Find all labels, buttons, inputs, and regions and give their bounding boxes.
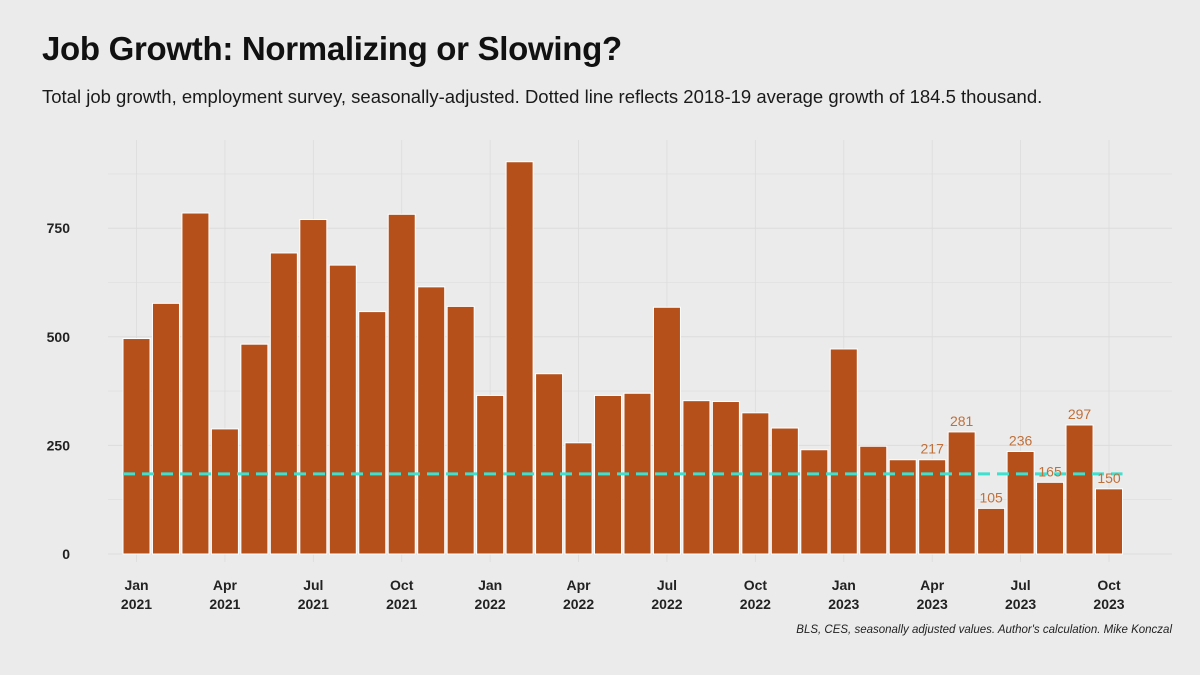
bar bbox=[328, 264, 357, 555]
x-axis-ticks: Jan 2021 Apr 2021 Jul 2021 Oct 2021 Jan 2022 Apr 20… bbox=[121, 577, 1125, 612]
bar bbox=[181, 212, 210, 555]
data-label: 150 bbox=[1097, 470, 1121, 486]
y-axis-ticks: 0 250 500 750 bbox=[47, 220, 71, 562]
x-tick-label-month: Jan bbox=[124, 577, 148, 593]
x-tick-label-month: Apr bbox=[213, 577, 238, 593]
data-label: 297 bbox=[1068, 406, 1092, 422]
bar bbox=[741, 412, 770, 555]
bar bbox=[1006, 450, 1035, 555]
bar bbox=[800, 449, 829, 555]
bar bbox=[358, 311, 387, 555]
bar bbox=[977, 507, 1006, 555]
data-label: 165 bbox=[1038, 463, 1062, 479]
bar bbox=[682, 400, 711, 555]
y-tick-label: 750 bbox=[47, 220, 71, 236]
bar bbox=[564, 442, 593, 555]
x-tick-label-month: Jul bbox=[1010, 577, 1030, 593]
y-tick-label: 0 bbox=[62, 546, 70, 562]
bar bbox=[918, 459, 947, 555]
bar bbox=[1065, 424, 1094, 555]
data-label: 105 bbox=[979, 489, 1003, 505]
bar bbox=[505, 161, 534, 555]
bar bbox=[210, 428, 239, 555]
x-tick-label-year: 2021 bbox=[298, 596, 329, 612]
chart-subtitle: Total job growth, employment survey, sea… bbox=[42, 86, 1043, 107]
bars bbox=[122, 161, 1124, 555]
bar bbox=[535, 373, 564, 555]
x-tick-label-month: Oct bbox=[744, 577, 768, 593]
x-tick-label-month: Oct bbox=[390, 577, 414, 593]
x-tick-label-year: 2021 bbox=[209, 596, 240, 612]
chart-title: Job Growth: Normalizing or Slowing? bbox=[42, 30, 622, 67]
bar bbox=[417, 286, 446, 555]
bar bbox=[387, 213, 416, 555]
x-tick-label-month: Jan bbox=[832, 577, 856, 593]
data-label: 281 bbox=[950, 413, 974, 429]
bar bbox=[711, 401, 740, 555]
bar bbox=[947, 431, 976, 555]
bar bbox=[1095, 488, 1124, 555]
x-tick-label-year: 2021 bbox=[121, 596, 152, 612]
bar bbox=[240, 343, 269, 555]
x-tick-label-year: 2023 bbox=[828, 596, 859, 612]
x-tick-label-year: 2022 bbox=[651, 596, 682, 612]
x-tick-label-month: Apr bbox=[566, 577, 591, 593]
x-tick-label-year: 2023 bbox=[1093, 596, 1124, 612]
data-label: 217 bbox=[921, 441, 945, 457]
x-tick-label-month: Jul bbox=[303, 577, 323, 593]
bar bbox=[888, 459, 917, 555]
x-tick-label-year: 2022 bbox=[563, 596, 594, 612]
bar bbox=[269, 252, 298, 555]
x-tick-label-year: 2023 bbox=[917, 596, 948, 612]
bar bbox=[829, 348, 858, 555]
y-tick-label: 500 bbox=[47, 329, 71, 345]
bar bbox=[122, 338, 151, 555]
x-tick-label-year: 2021 bbox=[386, 596, 417, 612]
x-tick-label-year: 2022 bbox=[740, 596, 771, 612]
bar bbox=[299, 219, 328, 555]
bar bbox=[652, 306, 681, 555]
x-tick-label-month: Jul bbox=[657, 577, 677, 593]
data-labels: 217 281 105 236 165 297 150 bbox=[921, 406, 1121, 505]
bar bbox=[859, 445, 888, 555]
x-tick-label-month: Oct bbox=[1097, 577, 1121, 593]
data-label: 236 bbox=[1009, 432, 1033, 448]
bar bbox=[151, 302, 180, 555]
y-tick-label: 250 bbox=[47, 437, 71, 453]
bar bbox=[770, 427, 799, 555]
x-tick-label-month: Jan bbox=[478, 577, 502, 593]
bar bbox=[446, 305, 475, 555]
source-caption: BLS, CES, seasonally adjusted values. Au… bbox=[796, 624, 1172, 636]
x-tick-label-month: Apr bbox=[920, 577, 945, 593]
x-tick-label-year: 2022 bbox=[475, 596, 506, 612]
x-tick-label-year: 2023 bbox=[1005, 596, 1036, 612]
bar bbox=[1036, 481, 1065, 555]
